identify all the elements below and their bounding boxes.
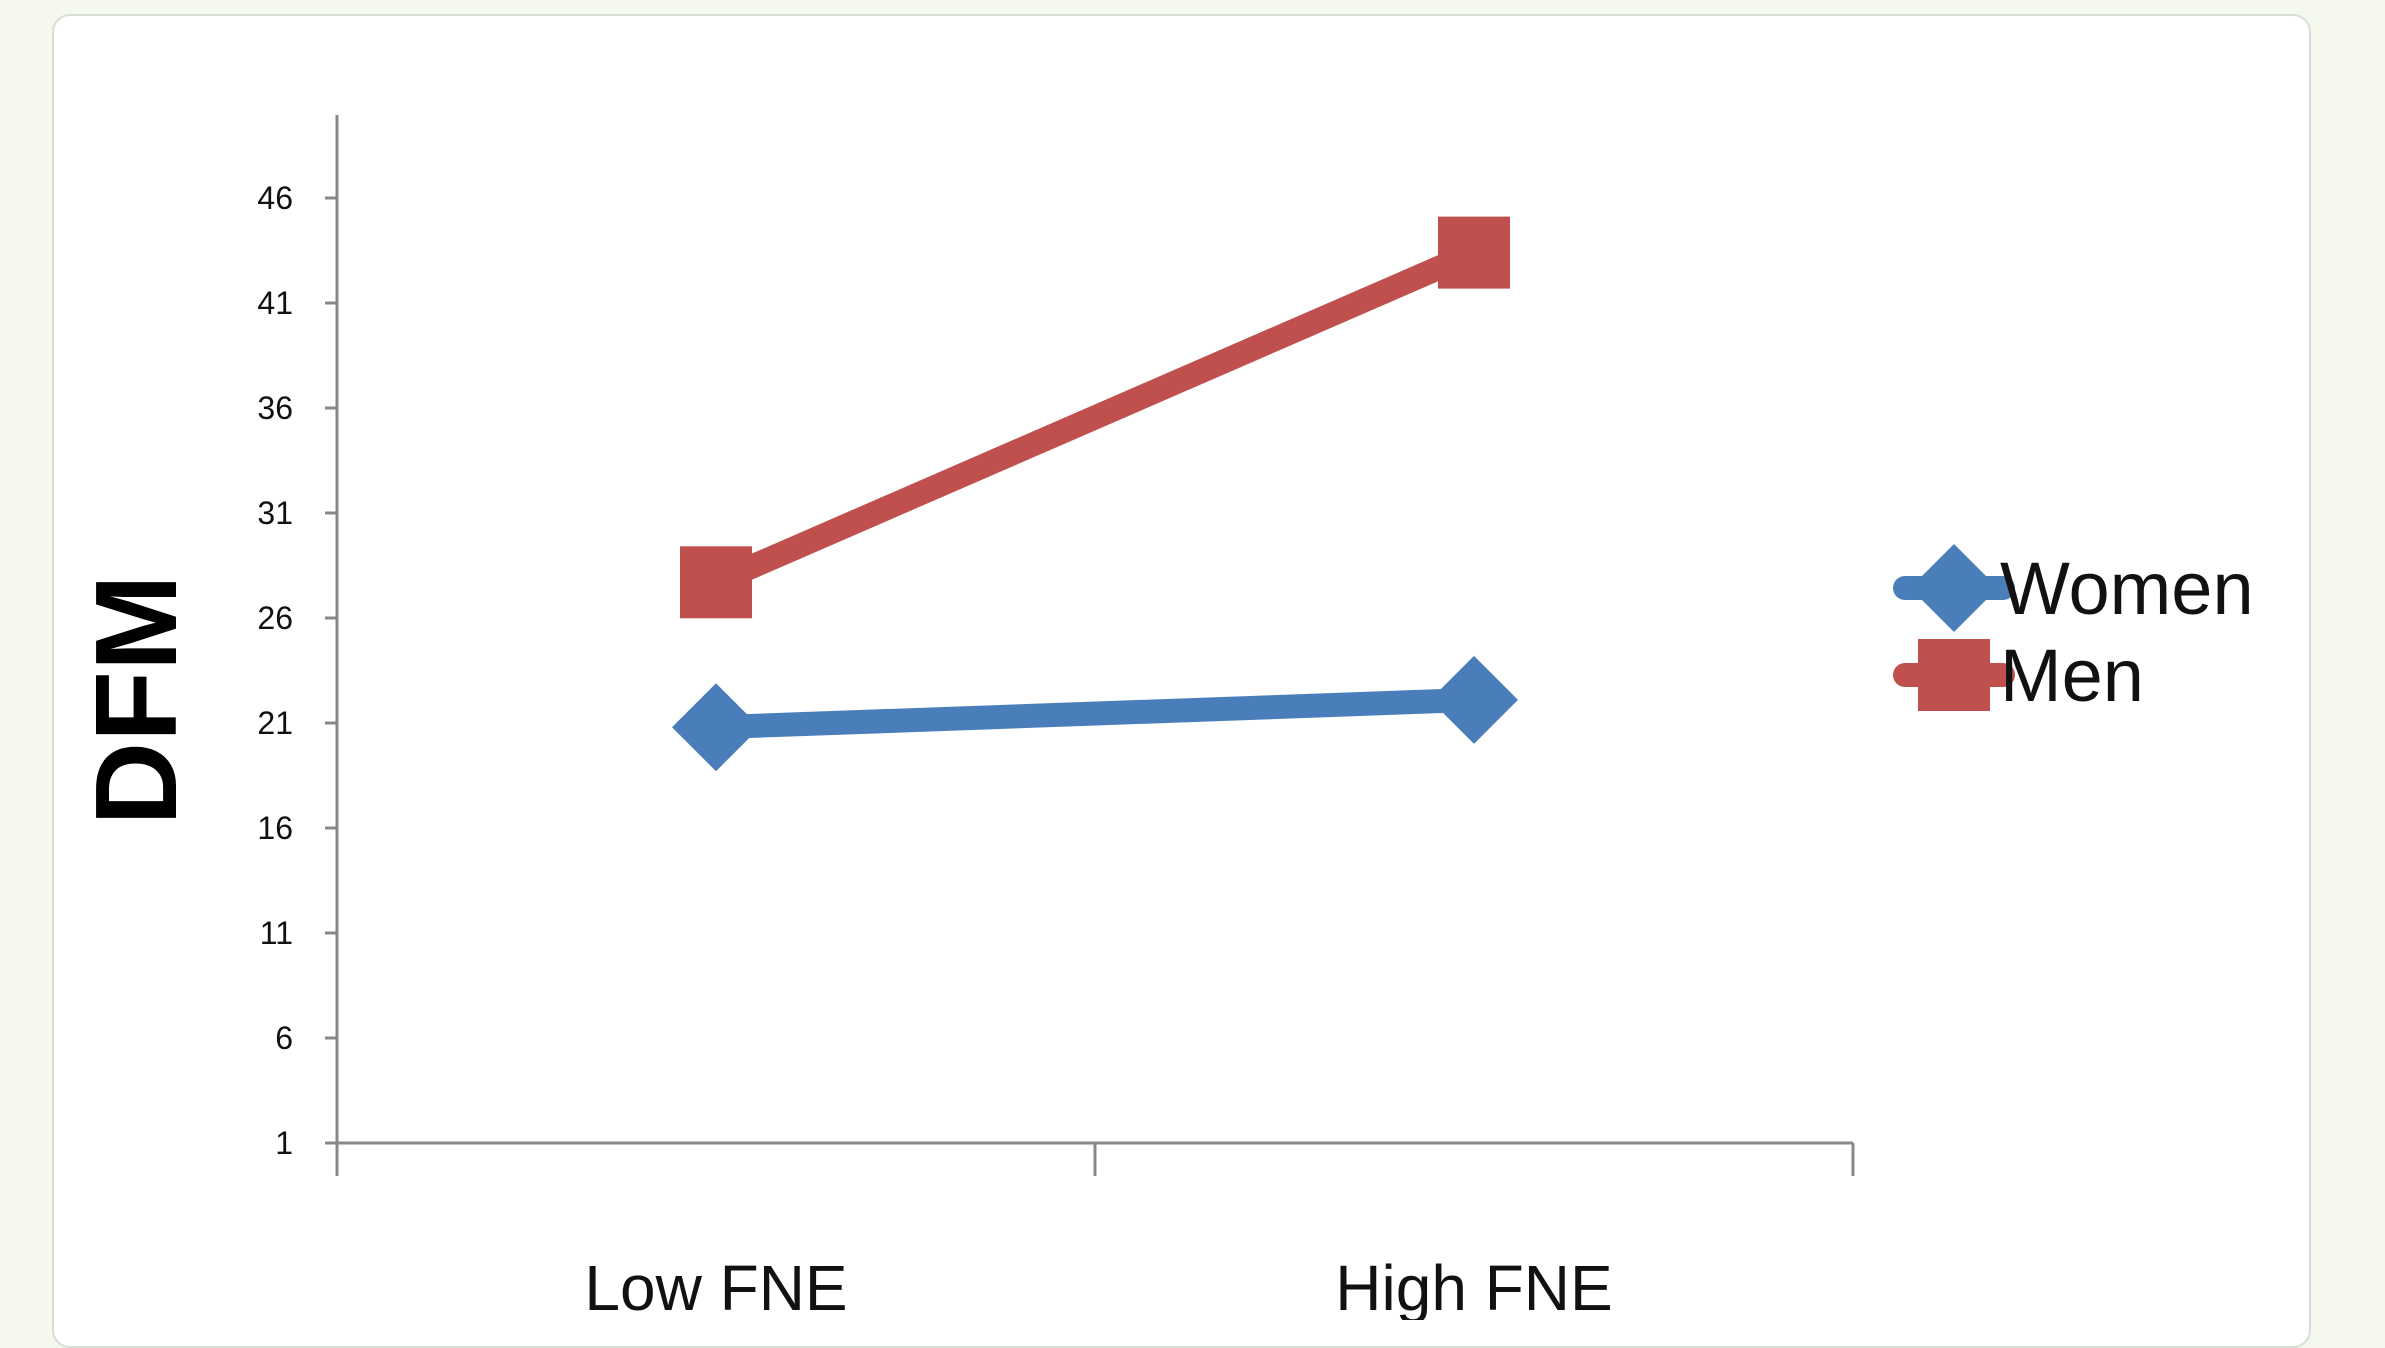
data-point-women — [1430, 655, 1518, 744]
series-layer — [672, 216, 1518, 772]
legend-label-men: Men — [2000, 634, 2144, 717]
background-strip — [0, 0, 2385, 10]
y-tick-label: 31 — [257, 495, 293, 531]
y-tick-label: 6 — [275, 1020, 293, 1056]
y-tick-label: 11 — [260, 915, 293, 951]
legend-label-women: Women — [2000, 547, 2254, 630]
data-point-men — [1438, 216, 1510, 289]
x-tick-label: Low FNE — [584, 1252, 847, 1320]
data-point-women — [672, 683, 760, 772]
y-axis-label: DFM — [71, 574, 201, 825]
x-tick-label: High FNE — [1335, 1252, 1612, 1320]
y-tick-label: 41 — [257, 285, 293, 321]
y-tick-label: 26 — [257, 600, 293, 636]
legend-marker-women — [1910, 544, 1998, 632]
legend-marker-men — [1918, 639, 1990, 711]
series-line-women — [715, 687, 1475, 740]
y-tick-label: 36 — [257, 390, 293, 426]
y-tick-label: 46 — [257, 180, 293, 216]
y-tick-label: 1 — [275, 1125, 293, 1161]
y-tick-label: 21 — [257, 705, 293, 741]
data-point-men — [680, 546, 752, 619]
series-line-men — [711, 241, 1479, 594]
y-tick-label: 16 — [257, 810, 293, 846]
